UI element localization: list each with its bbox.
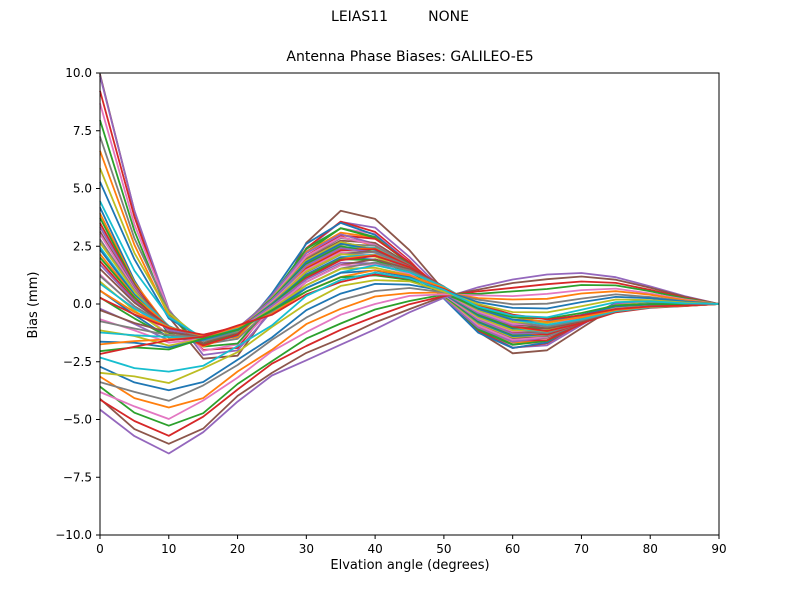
axes-frame-group: 0 10 20 30 40 50 60 70 80 90 −10.0 −7.5 −5.0 −2.5 0.0 2… xyxy=(55,66,726,556)
x-tick-label: 70 xyxy=(574,542,589,556)
y-tick-label: 0.0 xyxy=(73,297,92,311)
series-line xyxy=(99,269,720,349)
series-line xyxy=(99,287,720,420)
y-tick-label: 5.0 xyxy=(73,182,92,196)
series-line xyxy=(99,284,720,427)
x-tick-label: 90 xyxy=(711,542,726,556)
x-tick-label: 0 xyxy=(96,542,104,556)
y-tick-label: 7.5 xyxy=(73,124,92,138)
x-axis-label: Elvation angle (degrees) xyxy=(330,558,490,573)
series-line xyxy=(99,274,720,353)
series-line xyxy=(99,290,720,409)
series-line xyxy=(99,271,720,373)
series-line xyxy=(99,275,720,445)
y-tick-label: −10.0 xyxy=(55,528,92,542)
x-tick-label: 30 xyxy=(299,542,314,556)
series-line xyxy=(99,282,720,392)
y-tick-label: 10.0 xyxy=(65,66,92,80)
x-tick-label: 60 xyxy=(505,542,520,556)
y-tick-label: −2.5 xyxy=(63,355,92,369)
series-line xyxy=(99,279,720,384)
series-line xyxy=(99,167,720,342)
series-line xyxy=(99,280,720,437)
series-line xyxy=(99,287,720,402)
plot-title: Antenna Phase Biases: GALILEO-E5 xyxy=(286,49,534,65)
y-tick-label: −7.5 xyxy=(63,470,92,484)
x-tick-label: 10 xyxy=(161,542,176,556)
series-lines-group xyxy=(99,73,720,455)
x-tick-label: 80 xyxy=(643,542,658,556)
figure-suptitle: LEIAS11 NONE xyxy=(331,9,469,25)
x-tick-label: 20 xyxy=(230,542,245,556)
y-tick-label: 2.5 xyxy=(73,239,92,253)
x-tick-label: 50 xyxy=(436,542,451,556)
series-line xyxy=(99,103,720,352)
series-line xyxy=(99,272,720,455)
y-axis-label: Bias (mm) xyxy=(26,271,41,339)
y-tick-label: −5.0 xyxy=(63,413,92,427)
series-line xyxy=(99,73,720,360)
x-tick-label: 40 xyxy=(367,542,382,556)
